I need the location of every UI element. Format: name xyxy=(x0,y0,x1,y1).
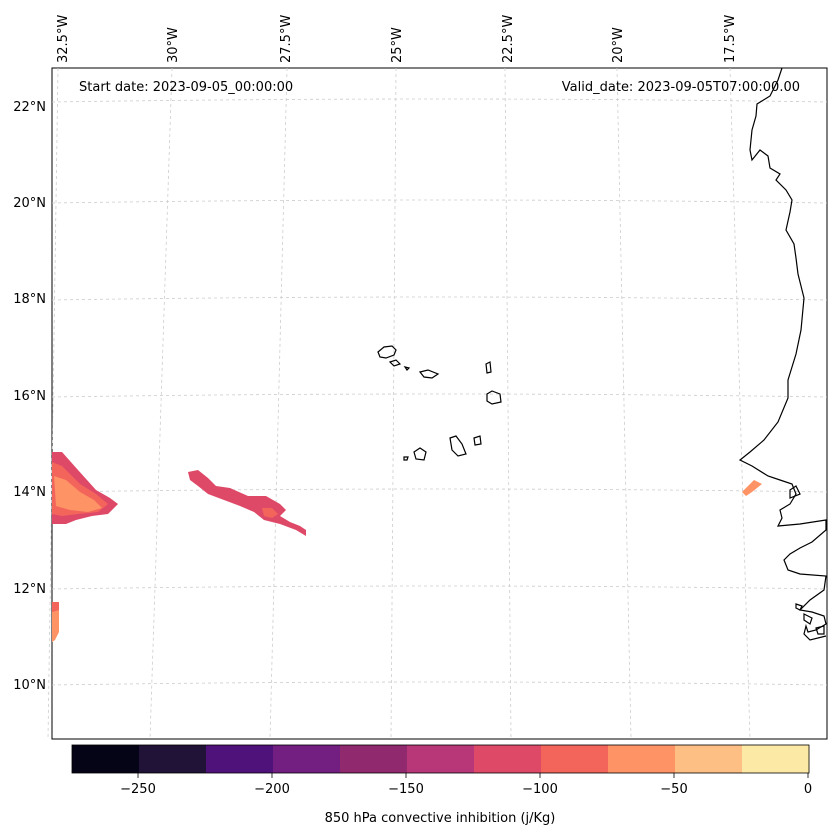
lat-gridline-12 xyxy=(51,585,828,590)
lon-label-30: 30°W xyxy=(166,27,181,63)
cin-patch-west-weak xyxy=(54,476,102,512)
cin-patch-coast-weak xyxy=(742,480,762,496)
island-sao-nicolau xyxy=(418,369,440,379)
colorbar-cell xyxy=(340,745,408,773)
lon-labels: 32.5°W 30°W 27.5°W 25°W 22.5°W 20°W 17.5… xyxy=(56,15,738,63)
lon-gridline-32-5 xyxy=(47,67,59,740)
cin-patch-band-mid xyxy=(262,508,278,518)
lon-label-22-5: 22.5°W xyxy=(501,15,516,63)
island-boa-vista xyxy=(486,390,502,405)
cin-contours xyxy=(52,452,762,642)
graticule xyxy=(47,67,828,740)
colorbar-cell xyxy=(675,745,743,773)
start-date-label: Start date: 2023-09-05_00:00:00 xyxy=(79,80,293,95)
colorbar-ticks xyxy=(137,773,809,778)
island-sal xyxy=(485,361,492,374)
island-maio xyxy=(473,435,482,446)
colorbar-cell xyxy=(407,745,475,773)
coastline-bissagos-2 xyxy=(815,625,825,635)
cin-patch-sw-mid xyxy=(52,602,59,612)
coastline-bissagos-3 xyxy=(795,603,803,611)
lat-label-10: 10°N xyxy=(13,678,46,693)
lat-label-12: 12°N xyxy=(13,582,46,597)
colorbar-cell xyxy=(474,745,542,773)
colorbar-cell xyxy=(206,745,274,773)
coastline-bissagos-1 xyxy=(803,613,813,625)
lon-gridline-20 xyxy=(616,67,632,740)
valid-date-label: Valid_date: 2023-09-05T07:00:00.00 xyxy=(562,80,800,95)
lat-gridline-14 xyxy=(51,488,828,493)
cin-patch-sw-weak xyxy=(52,602,59,642)
colorbar-cell xyxy=(273,745,341,773)
colorbar-outline xyxy=(71,744,810,774)
islands xyxy=(377,345,502,461)
lon-label-27-5: 27.5°W xyxy=(279,15,294,63)
island-santo-antao xyxy=(377,345,397,359)
lon-gridline-22-5 xyxy=(504,67,512,740)
island-sao-vicente xyxy=(388,359,402,367)
colorbar-tick-label: −250 xyxy=(120,782,156,797)
colorbar-cell xyxy=(139,745,207,773)
coastline-africa xyxy=(738,67,827,641)
lon-label-20: 20°W xyxy=(611,27,626,63)
lat-gridline-18 xyxy=(51,296,828,301)
lat-label-22: 22°N xyxy=(13,100,46,115)
coastline-river-gambia xyxy=(789,485,801,499)
colorbar: −250 −200 −150 −100 −50 0 850 hPa convec… xyxy=(71,744,812,826)
colorbar-tick-label: 0 xyxy=(804,782,812,797)
island-santa-luzia xyxy=(403,366,411,371)
colorbar-cell xyxy=(742,745,810,773)
colorbar-tick-label: −200 xyxy=(254,782,290,797)
lat-gridline-16 xyxy=(51,393,828,398)
colorbar-tick-label: −50 xyxy=(660,782,687,797)
lon-label-32-5: 32.5°W xyxy=(56,15,71,63)
island-santiago xyxy=(449,435,467,457)
colorbar-cell xyxy=(72,745,140,773)
lon-gridline-17-5 xyxy=(729,67,751,740)
lon-label-17-5: 17.5°W xyxy=(723,15,738,63)
lon-gridline-30 xyxy=(149,67,173,740)
lat-gridline-10 xyxy=(51,681,828,686)
colorbar-cells xyxy=(72,745,810,773)
island-brava xyxy=(403,456,409,461)
lat-gridline-20 xyxy=(51,199,828,204)
coastline xyxy=(738,67,827,641)
map-frame xyxy=(51,67,828,740)
colorbar-title: 850 hPa convective inhibition (j/Kg) xyxy=(325,811,556,826)
lon-label-25: 25°W xyxy=(390,27,405,63)
colorbar-cell xyxy=(608,745,676,773)
lat-label-16: 16°N xyxy=(13,389,46,404)
lon-gridline-25 xyxy=(390,67,397,740)
lat-labels: 22°N 20°N 18°N 16°N 14°N 12°N 10°N xyxy=(13,100,46,693)
lat-gridline-22 xyxy=(51,98,828,103)
lon-gridline-27-5 xyxy=(269,67,288,740)
lat-label-14: 14°N xyxy=(13,485,46,500)
cin-patch-band-strong xyxy=(188,470,306,536)
colorbar-cell xyxy=(541,745,609,773)
colorbar-tick-label: −150 xyxy=(388,782,424,797)
lat-label-18: 18°N xyxy=(13,292,46,307)
island-fogo xyxy=(413,447,427,461)
colorbar-tick-label: −100 xyxy=(522,782,558,797)
lat-label-20: 20°N xyxy=(13,196,46,211)
